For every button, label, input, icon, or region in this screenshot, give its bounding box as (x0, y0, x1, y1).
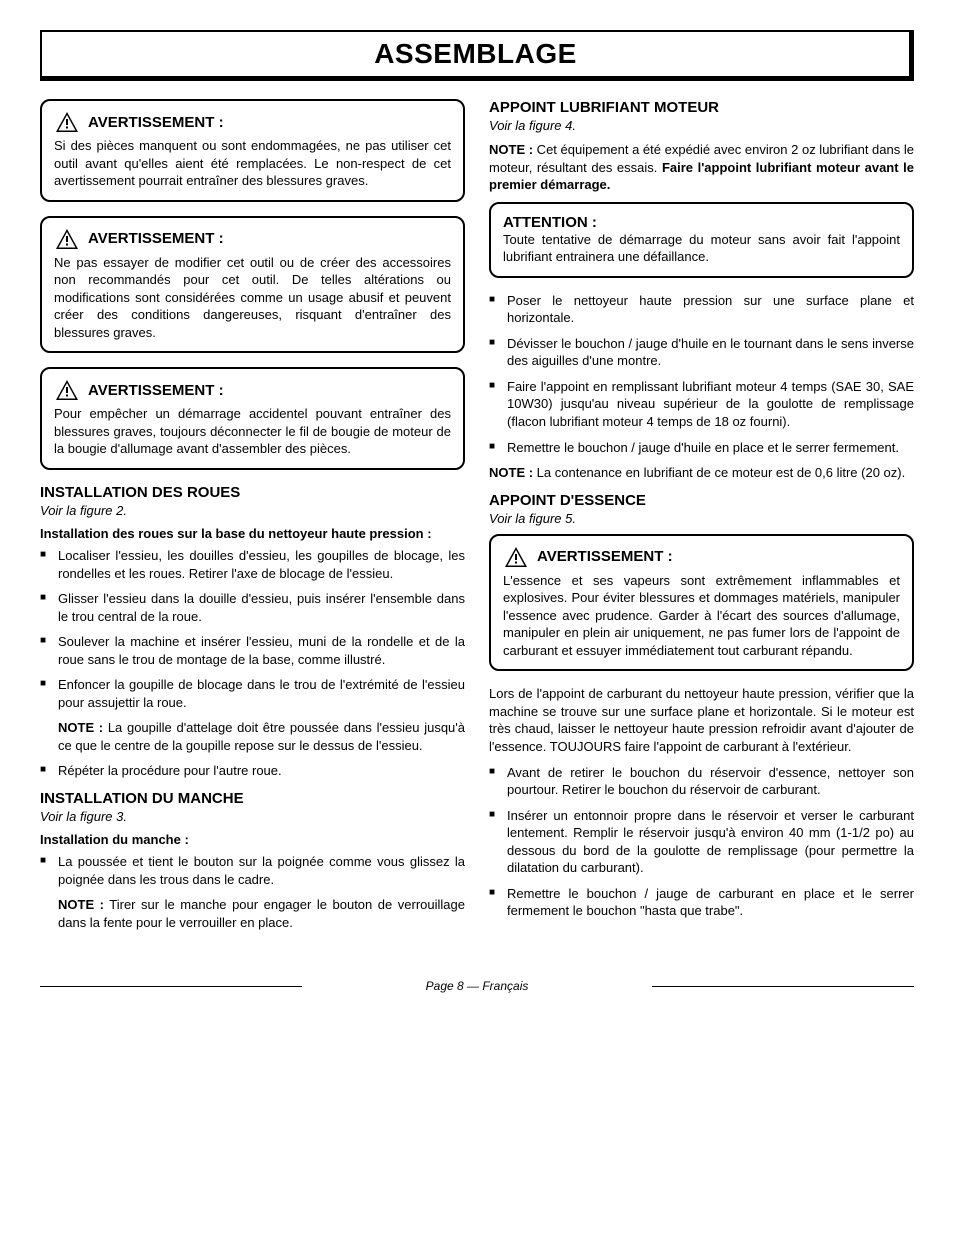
figure-ref: Voir la figure 3. (40, 809, 465, 824)
warning-box-3: AVERTISSEMENT : Pour empêcher un démarra… (40, 367, 465, 470)
warning-body: L'essence et ses vapeurs sont extrêmemen… (503, 572, 900, 660)
warning-box-1: AVERTISSEMENT : Si des pièces manquent o… (40, 99, 465, 202)
list-item: Avant de retirer le bouchon du réservoir… (489, 764, 914, 799)
list-item: Remettre le bouchon / jauge d'huile en p… (489, 439, 914, 457)
list-item: Faire l'appoint en remplissant lubrifian… (489, 378, 914, 431)
list-item: Enfoncer la goupille de blocage dans le … (40, 676, 465, 711)
warning-title: AVERTISSEMENT : (537, 548, 673, 565)
right-column: APPOINT LUBRIFIANT MOTEUR Voir la figure… (489, 99, 914, 939)
warning-icon (503, 546, 529, 568)
bullet-list: Poser le nettoyeur haute pression sur un… (489, 292, 914, 456)
attention-title: ATTENTION : (503, 214, 900, 231)
note-label: NOTE : (489, 465, 533, 480)
list-item: La poussée et tient le bouton sur la poi… (40, 853, 465, 888)
warning-title: AVERTISSEMENT : (88, 382, 224, 399)
note-label: NOTE : (489, 142, 533, 157)
note-body: La contenance en lubrifiant de ce moteur… (533, 465, 905, 480)
attention-body: Toute tentative de démarrage du moteur s… (503, 231, 900, 266)
list-item: Glisser l'essieu dans la douille d'essie… (40, 590, 465, 625)
attention-box: ATTENTION : Toute tentative de démarrage… (489, 202, 914, 278)
note: NOTE : Cet équipement a été expédié avec… (489, 141, 914, 194)
note-label: NOTE : (58, 897, 104, 912)
warning-icon (54, 379, 80, 401)
warning-body: Si des pièces manquent ou sont endommagé… (54, 137, 451, 190)
content-columns: AVERTISSEMENT : Si des pièces manquent o… (40, 99, 914, 939)
list-item: Dévisser le bouchon / jauge d'huile en l… (489, 335, 914, 370)
note-body: La goupille d'attelage doit être poussée… (58, 720, 465, 753)
list-item: Remettre le bouchon / jauge de carburant… (489, 885, 914, 920)
warning-title: AVERTISSEMENT : (88, 230, 224, 247)
warning-body: Ne pas essayer de modifier cet outil ou … (54, 254, 451, 342)
list-item: Poser le nettoyeur haute pression sur un… (489, 292, 914, 327)
figure-ref: Voir la figure 4. (489, 118, 914, 133)
list-item: Répéter la procédure pour l'autre roue. (40, 762, 465, 780)
note-body: Tirer sur le manche pour engager le bout… (58, 897, 465, 930)
warning-box-4: AVERTISSEMENT : L'essence et ses vapeurs… (489, 534, 914, 672)
warning-box-2: AVERTISSEMENT : Ne pas essayer de modifi… (40, 216, 465, 354)
section-title-manche: INSTALLATION DU MANCHE (40, 790, 465, 807)
note-label: NOTE : (58, 720, 103, 735)
section-title-essence: APPOINT D'ESSENCE (489, 492, 914, 509)
warning-body: Pour empêcher un démarrage accidentel po… (54, 405, 451, 458)
bullet-list: La poussée et tient le bouton sur la poi… (40, 853, 465, 888)
list-item: Insérer un entonnoir propre dans le rése… (489, 807, 914, 877)
list-item: Localiser l'essieu, les douilles d'essie… (40, 547, 465, 582)
warning-icon (54, 111, 80, 133)
figure-ref: Voir la figure 5. (489, 511, 914, 526)
left-column: AVERTISSEMENT : Si des pièces manquent o… (40, 99, 465, 939)
page-title: ASSEMBLAGE (42, 38, 909, 70)
page-footer: Page 8 — Français (40, 979, 914, 993)
page-title-box: ASSEMBLAGE (40, 30, 914, 81)
section-title-roues: INSTALLATION DES ROUES (40, 484, 465, 501)
sub-heading: Installation du manche : (40, 832, 465, 847)
warning-icon (54, 228, 80, 250)
note: NOTE : Tirer sur le manche pour engager … (40, 896, 465, 931)
paragraph: Lors de l'appoint de carburant du nettoy… (489, 685, 914, 755)
sub-heading: Installation des roues sur la base du ne… (40, 526, 465, 541)
note: NOTE : La goupille d'attelage doit être … (40, 719, 465, 754)
warning-title: AVERTISSEMENT : (88, 114, 224, 131)
bullet-list: Localiser l'essieu, les douilles d'essie… (40, 547, 465, 711)
section-title-lubrifiant: APPOINT LUBRIFIANT MOTEUR (489, 99, 914, 116)
bullet-list: Avant de retirer le bouchon du réservoir… (489, 764, 914, 920)
note: NOTE : La contenance en lubrifiant de ce… (489, 464, 914, 482)
figure-ref: Voir la figure 2. (40, 503, 465, 518)
bullet-list: Répéter la procédure pour l'autre roue. (40, 762, 465, 780)
list-item: Soulever la machine et insérer l'essieu,… (40, 633, 465, 668)
